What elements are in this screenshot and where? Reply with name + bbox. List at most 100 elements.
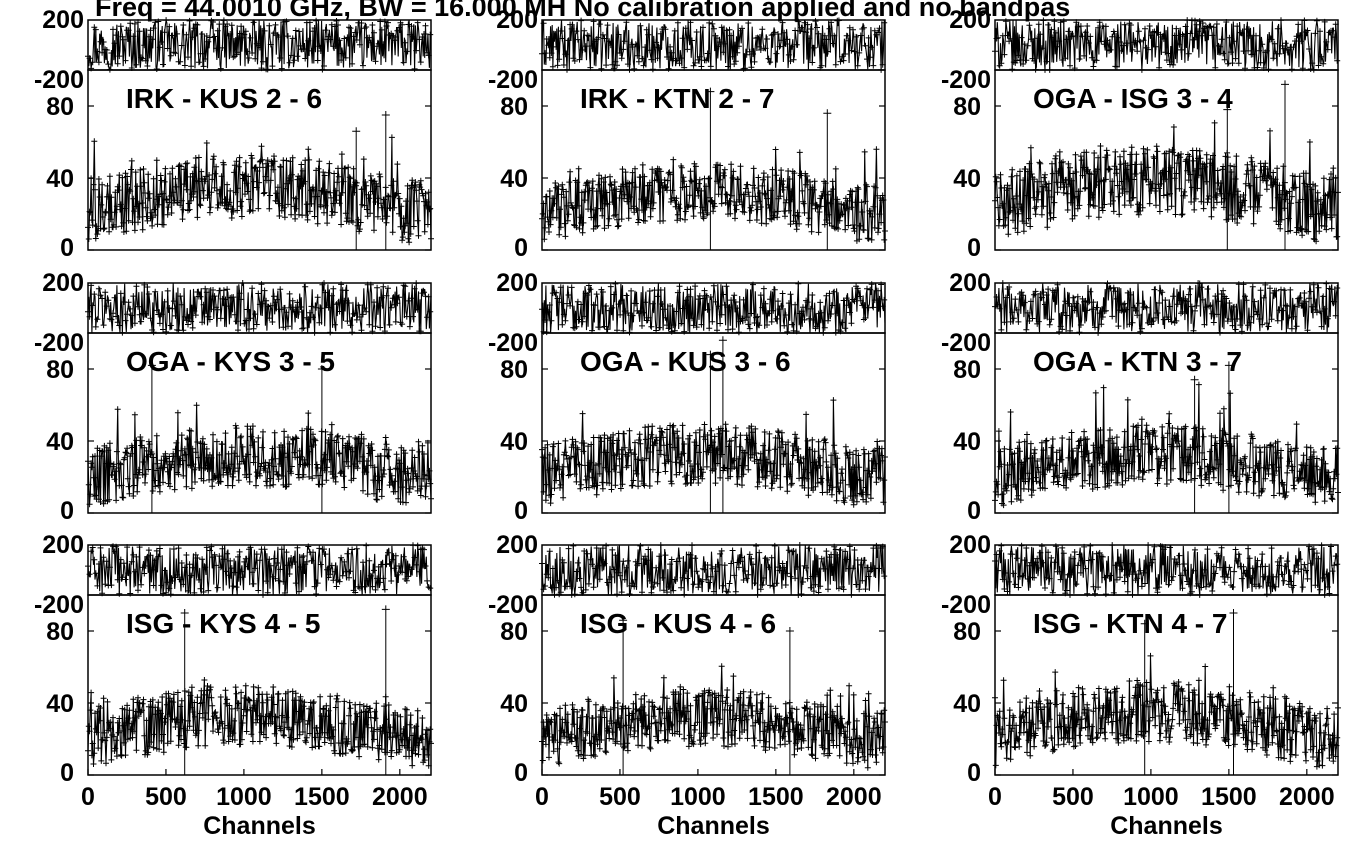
- panel-baseline-label: ISG - KYS 4 - 5: [126, 608, 321, 639]
- amplitude-plot-frame: [994, 594, 1339, 776]
- amplitude-tick-label: 80: [46, 356, 74, 384]
- phase-tick-label: -200: [488, 66, 538, 94]
- x-tick-label: 1500: [1201, 783, 1257, 811]
- amplitude-series: [541, 666, 886, 768]
- panel-5: -200 200 0 40 80 OGA - KUS 3 - 6: [488, 269, 888, 525]
- phase-series: [87, 543, 432, 595]
- phase-tick-label: 200: [42, 6, 84, 34]
- phase-tick-label: -200: [34, 66, 84, 94]
- x-axis-label: Channels: [203, 812, 316, 840]
- amplitude-peak-2: [381, 111, 390, 250]
- phase-series: [87, 19, 432, 72]
- panel-baseline-label: OGA - KYS 3 - 5: [126, 346, 335, 377]
- amplitude-peak-2: [317, 365, 326, 513]
- x-tick-label: 2000: [1279, 783, 1335, 811]
- phase-tick-label: -200: [941, 66, 991, 94]
- phase-tick-label: 200: [42, 531, 84, 559]
- amplitude-peak-2: [180, 609, 189, 775]
- amplitude-markers: [992, 381, 1341, 509]
- panel-baseline-label: IRK - KTN 2 - 7: [580, 83, 774, 114]
- amplitude-peak-2: [706, 350, 715, 513]
- x-tick-label: 2000: [372, 783, 428, 811]
- amplitude-tick-label: 80: [953, 356, 981, 384]
- amplitude-tick-label: 0: [60, 759, 74, 787]
- phase-tick-label: 200: [949, 269, 991, 297]
- amplitude-tick-label: 80: [500, 356, 528, 384]
- phase-tick-label: 200: [949, 531, 991, 559]
- x-tick-label: 2000: [826, 783, 882, 811]
- amplitude-plot-frame: [541, 69, 886, 251]
- amplitude-tick-label: 0: [60, 497, 74, 525]
- amplitude-plot-frame: [994, 69, 1339, 251]
- x-tick-label: 1500: [748, 783, 804, 811]
- x-tick-label: 1500: [294, 783, 350, 811]
- amplitude-peak-2: [1223, 105, 1232, 250]
- amplitude-peak-1: [706, 87, 715, 250]
- amplitude-plot-frame: [994, 332, 1339, 514]
- amplitude-tick-label: 40: [500, 428, 528, 456]
- amplitude-tick-label: 0: [60, 234, 74, 262]
- panel-1: -200 200 0 40 80 IRK - KUS 2 - 6: [34, 6, 434, 262]
- phase-tick-label: 200: [496, 531, 538, 559]
- panel-baseline-label: ISG - KUS 4 - 6: [580, 608, 776, 639]
- amplitude-tick-label: 40: [953, 428, 981, 456]
- amplitude-tick-label: 0: [967, 497, 981, 525]
- panel-baseline-label: OGA - ISG 3 - 4: [1033, 83, 1233, 114]
- amplitude-tick-label: 40: [500, 165, 528, 193]
- amplitude-peak-2: [823, 109, 832, 250]
- phase-tick-label: -200: [488, 329, 538, 357]
- phase-series: [541, 281, 886, 334]
- amplitude-tick-label: 40: [46, 428, 74, 456]
- x-tick-label: 1000: [1123, 783, 1179, 811]
- phase-tick-label: -200: [488, 591, 538, 619]
- x-tick-label: 500: [145, 783, 187, 811]
- panel-3: -200 200 0 40 80 OGA - ISG 3 - 4: [941, 6, 1341, 262]
- amplitude-tick-label: 40: [46, 165, 74, 193]
- x-axis-label: Channels: [1110, 812, 1223, 840]
- x-tick-label: 1000: [670, 783, 726, 811]
- amplitude-tick-label: 40: [953, 165, 981, 193]
- amplitude-tick-label: 0: [514, 497, 528, 525]
- x-tick-label: 0: [535, 783, 549, 811]
- amplitude-peak-1: [1229, 609, 1238, 775]
- amplitude-tick-label: 0: [514, 759, 528, 787]
- amplitude-tick-label: 80: [953, 618, 981, 646]
- amplitude-plot-frame: [87, 69, 432, 251]
- amplitude-peak-1: [718, 336, 727, 513]
- panel-2: -200 200 0 40 80 IRK - KTN 2 - 7: [488, 6, 888, 262]
- phase-series: [87, 282, 432, 334]
- amplitude-tick-label: 40: [46, 690, 74, 718]
- amplitude-peak-2: [785, 627, 794, 775]
- amplitude-tick-label: 40: [500, 690, 528, 718]
- x-tick-label: 500: [1052, 783, 1094, 811]
- amplitude-peak-1: [1224, 361, 1233, 513]
- amplitude-tick-label: 80: [500, 93, 528, 121]
- amplitude-peak-2: [1140, 619, 1149, 775]
- panel-4: -200 200 0 40 80 OGA - KYS 3 - 5: [34, 269, 434, 525]
- amplitude-peak-1: [1281, 80, 1289, 250]
- amplitude-tick-label: 0: [967, 234, 981, 262]
- panel-baseline-label: OGA - KUS 3 - 6: [580, 346, 791, 377]
- amplitude-tick-label: 80: [500, 618, 528, 646]
- amplitude-plot-frame: [87, 332, 432, 514]
- phase-tick-label: 200: [42, 269, 84, 297]
- phase-tick-label: 200: [949, 6, 991, 34]
- amplitude-peak-1: [381, 605, 390, 775]
- amplitude-tick-label: 0: [967, 759, 981, 787]
- amplitude-tick-label: 80: [46, 93, 74, 121]
- amplitude-plot-frame: [541, 594, 886, 776]
- phase-series: [541, 544, 886, 596]
- figure-title: Freq = 44.0010 GHz, BW = 16.000 MH No ca…: [95, 0, 1070, 22]
- phase-tick-label: 200: [496, 6, 538, 34]
- panel-6: -200 200 0 40 80 OGA - KTN 3 - 7: [941, 269, 1341, 525]
- phase-series: [994, 20, 1339, 71]
- x-tick-label: 0: [988, 783, 1002, 811]
- amplitude-peak-1: [619, 616, 628, 775]
- phase-tick-label: -200: [34, 329, 84, 357]
- amplitude-tick-label: 40: [953, 690, 981, 718]
- amplitude-tick-label: 0: [514, 234, 528, 262]
